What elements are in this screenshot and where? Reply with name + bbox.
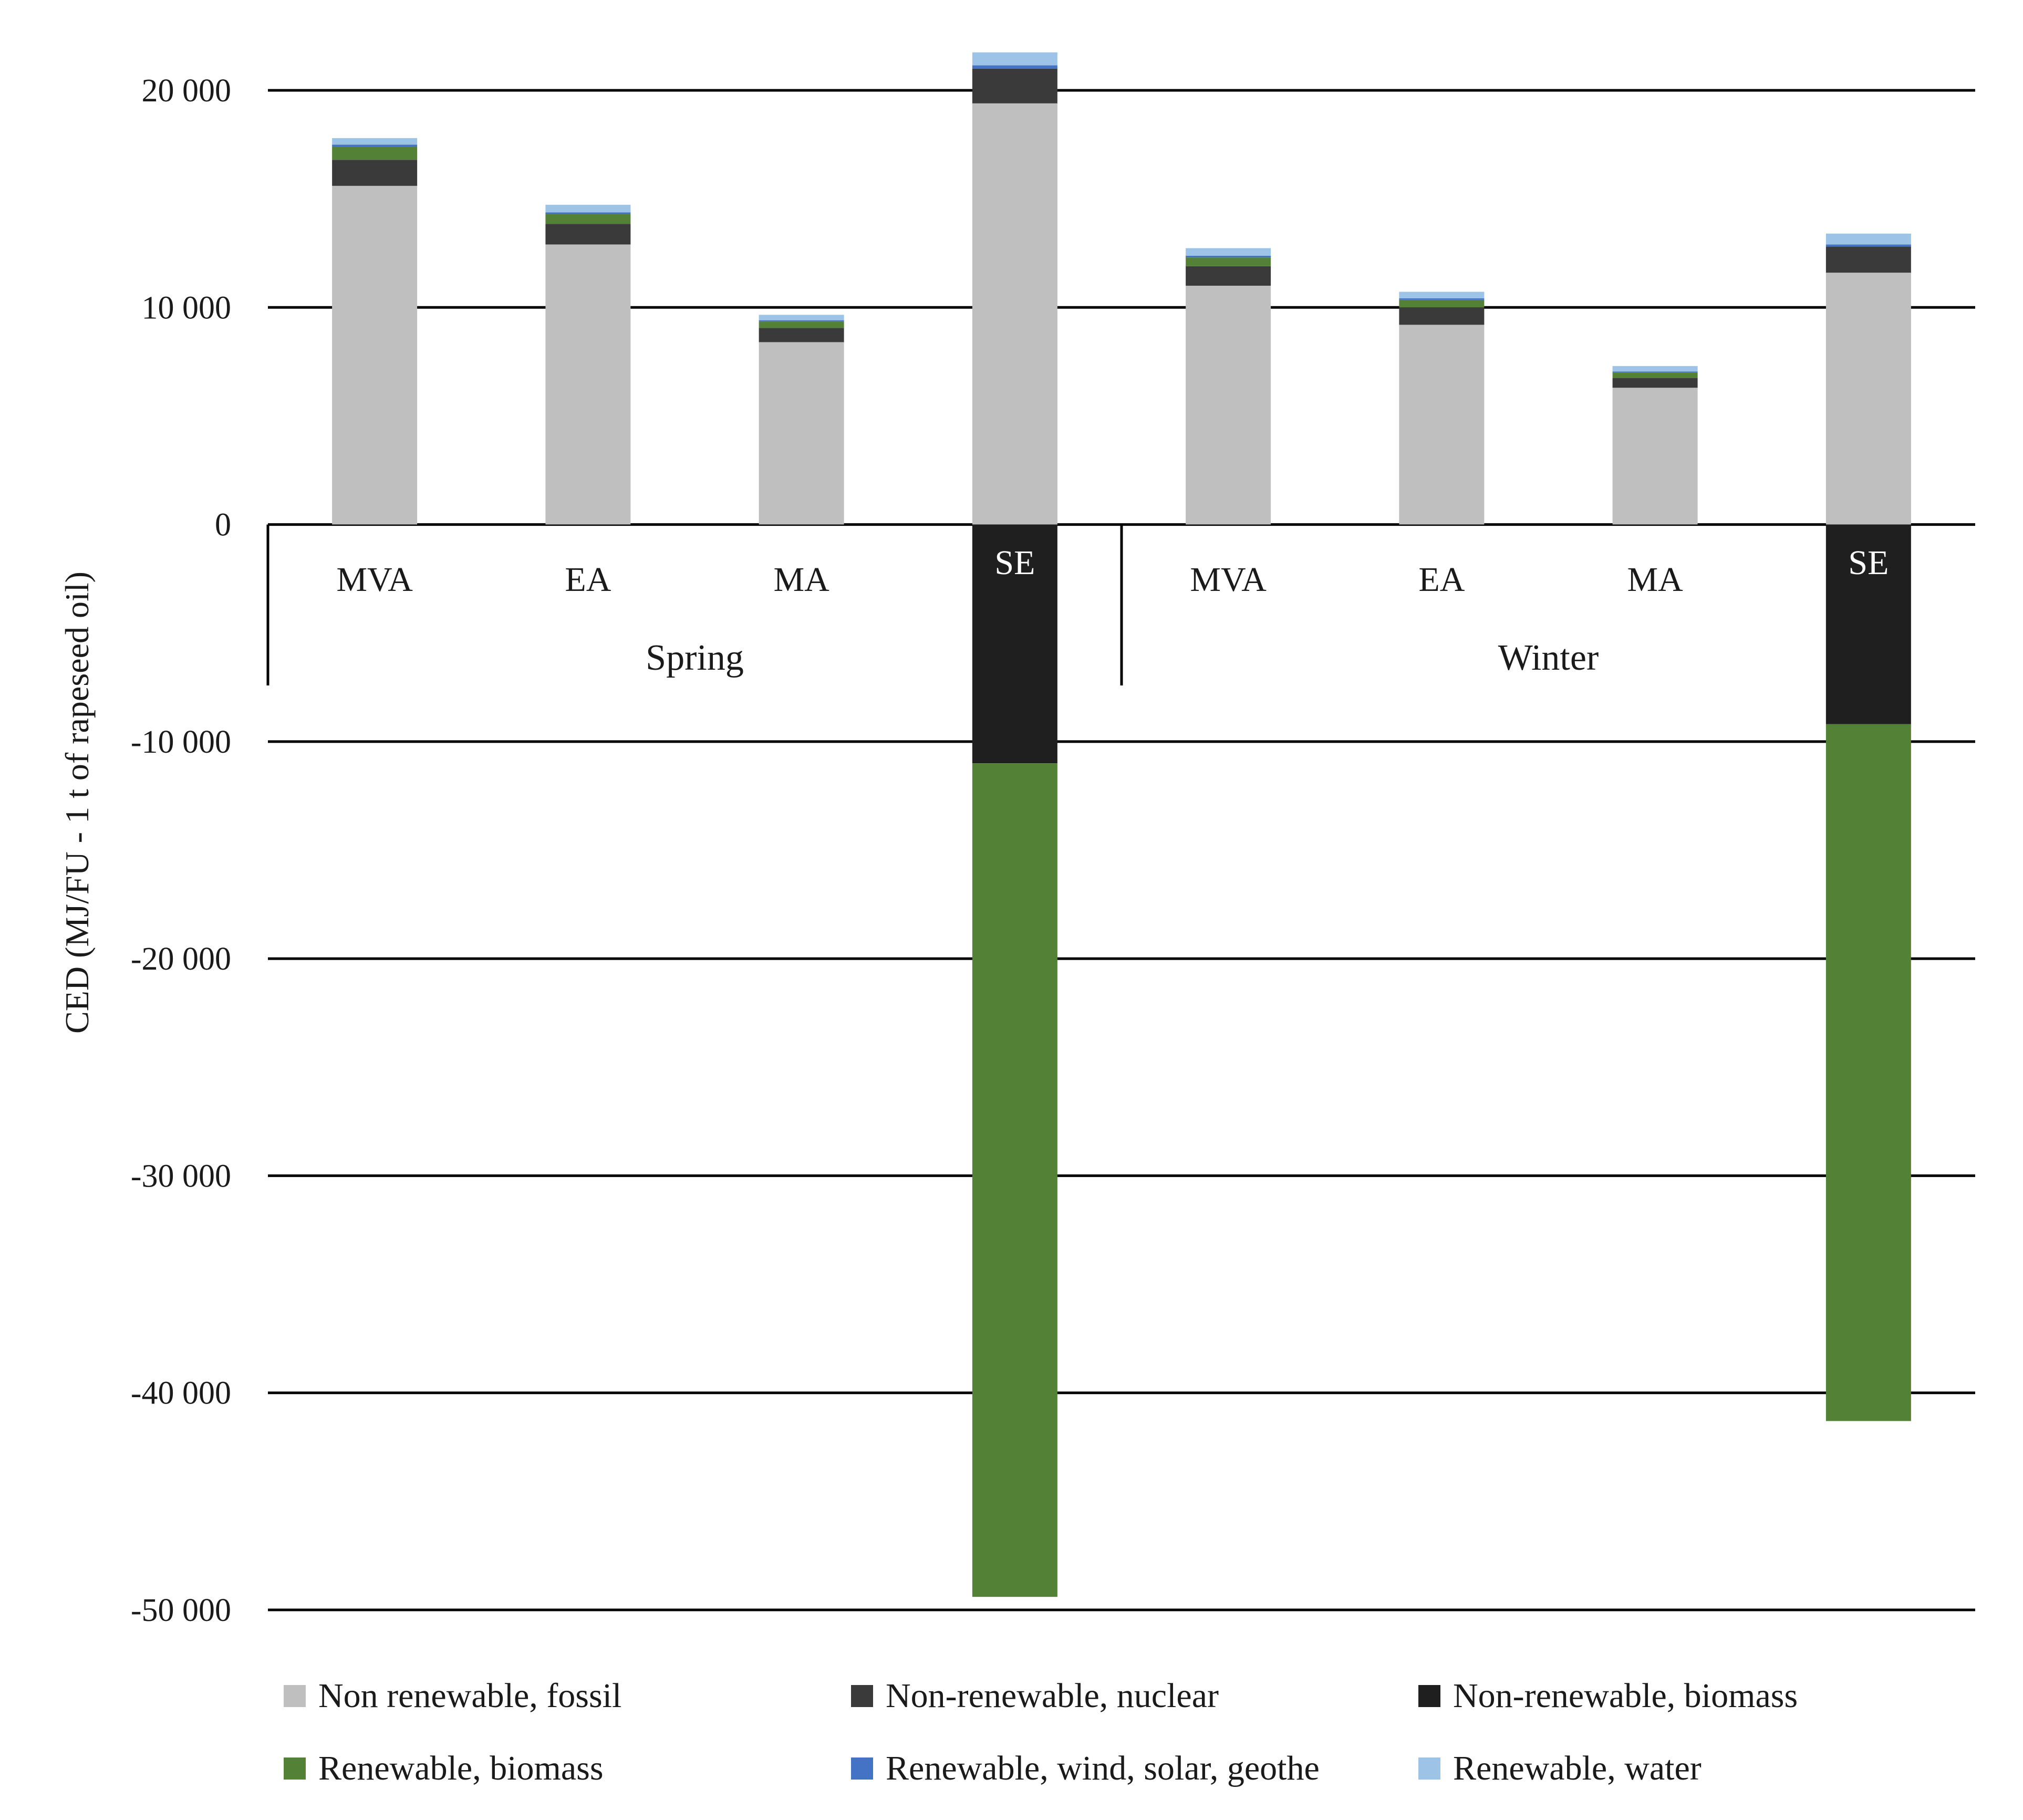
category-label: EA	[1418, 560, 1465, 599]
bar-segment	[1612, 372, 1698, 378]
y-tick-label: 20 000	[142, 73, 232, 109]
bar-segment	[1186, 266, 1271, 286]
group-label: Winter	[1498, 638, 1599, 678]
bar-segment	[759, 315, 844, 320]
legend-swatch	[1418, 1757, 1440, 1780]
y-tick-label: -50 000	[131, 1593, 231, 1628]
bar-segment	[545, 212, 631, 214]
bar-segment	[545, 244, 631, 525]
legend-label: Renewable, wind, solar, geothe	[886, 1749, 1320, 1787]
bar-segment	[759, 320, 844, 322]
bar-segment	[1399, 307, 1485, 325]
legend-swatch	[851, 1685, 873, 1707]
legend: Non renewable, fossil Non-renewable, nucl…	[284, 1677, 1798, 1787]
category-labels: MVA EA MA SE MVA EA MA SE	[336, 544, 1889, 599]
y-tick-label: 0	[215, 507, 231, 543]
category-label: SE	[1848, 544, 1889, 582]
bar-segment	[972, 524, 1057, 764]
category-label: MVA	[336, 560, 413, 599]
legend-swatch	[284, 1685, 306, 1707]
category-label: MA	[1627, 560, 1683, 599]
bar-segment	[1825, 233, 1911, 245]
bar-segment	[972, 103, 1057, 525]
bar-segment	[759, 342, 844, 525]
bar-segment	[332, 144, 418, 147]
bar-segment	[972, 52, 1057, 66]
category-label: MA	[773, 560, 829, 599]
bar-segment	[332, 160, 418, 186]
bar-segment	[1825, 244, 1911, 247]
legend-label: Non renewable, fossil	[318, 1677, 621, 1715]
legend-label: Renewable, biomass	[318, 1749, 604, 1787]
bar-segment	[1612, 371, 1698, 373]
bar-segment	[972, 68, 1057, 103]
bar-segment	[759, 321, 844, 328]
bar-segment	[759, 328, 844, 342]
bar-stacks	[332, 52, 1911, 1597]
bar-segment	[1399, 298, 1485, 300]
bar-segment	[1612, 366, 1698, 372]
category-label: SE	[994, 544, 1035, 582]
bar-segment	[972, 65, 1057, 69]
bar-segment	[545, 214, 631, 224]
bar-segment	[1399, 292, 1485, 298]
y-axis-tick-labels: 20 000 10 000 0 -10 000 -20 000 -30 000 -40 00…	[131, 73, 231, 1628]
bar-segment	[332, 138, 418, 145]
y-tick-label: 10 000	[142, 290, 232, 326]
group-labels: Spring Winter	[646, 638, 1599, 678]
bar-segment	[1612, 378, 1698, 388]
bar-segment	[1186, 257, 1271, 266]
legend-label: Renewable, water	[1453, 1749, 1702, 1787]
bar-segment	[332, 185, 418, 525]
bar-segment	[1825, 246, 1911, 273]
bar-segment	[1825, 524, 1911, 724]
legend-label: Non-renewable, biomass	[1453, 1677, 1798, 1715]
category-label: EA	[565, 560, 611, 599]
bar-segment	[1186, 285, 1271, 525]
bar-segment	[1186, 255, 1271, 258]
y-tick-label: -20 000	[131, 941, 231, 977]
y-tick-label: -10 000	[131, 724, 231, 760]
legend-label: Non-renewable, nuclear	[886, 1677, 1219, 1715]
bar-segment	[972, 763, 1057, 1597]
legend-swatch	[284, 1757, 306, 1780]
bar-segment	[332, 147, 418, 160]
bar-segment	[1825, 724, 1911, 1421]
bar-segment	[1186, 248, 1271, 256]
y-axis-label: CED (MJ/FU - 1 t of rapeseed oil)	[58, 571, 96, 1034]
bar-segment	[1825, 273, 1911, 525]
y-tick-label: -30 000	[131, 1158, 231, 1194]
category-label: MVA	[1190, 560, 1267, 599]
x-axis-category-table	[266, 524, 1123, 685]
bar-segment	[545, 204, 631, 213]
bar-segment	[545, 224, 631, 245]
y-tick-label: -40 000	[131, 1376, 231, 1411]
bar-segment	[1399, 325, 1485, 525]
group-label: Spring	[646, 638, 744, 678]
bar-segment	[1399, 299, 1485, 308]
legend-swatch	[1418, 1685, 1440, 1707]
legend-swatch	[851, 1757, 873, 1780]
gridlines	[268, 89, 1975, 1611]
bar-segment	[1612, 388, 1698, 525]
